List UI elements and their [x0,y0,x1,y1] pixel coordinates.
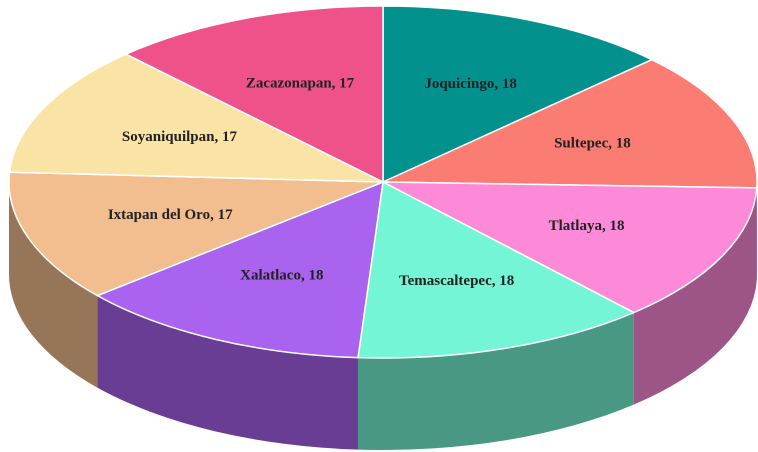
slice-side-shade [9,182,98,388]
data-label: Soyaniquilpan, 17 [122,129,238,145]
slice-side-shade [97,295,359,450]
slice [8,53,384,183]
slice [95,180,384,359]
slice-side [358,312,634,450]
data-label: Xalatlaco, 18 [240,268,323,284]
data-label: Zacazonapan, 17 [246,75,355,91]
data-label: Tlatlaya, 18 [549,218,625,234]
data-label: Ixtapan del Oro, 17 [108,207,233,223]
slice [382,181,758,314]
data-label: Joquicingo, 18 [424,76,517,92]
slice [124,5,384,184]
slice-side [9,182,98,388]
slice [382,5,654,184]
slice-side-shade [358,312,634,450]
slice [382,58,758,189]
slice-side-shade [633,187,757,405]
slice-side [97,295,359,450]
slice [8,171,384,297]
data-label: Sultepec, 18 [554,135,631,151]
slice [357,180,636,359]
data-label: Temascaltepec, 18 [399,273,514,289]
slice-side [633,187,757,405]
